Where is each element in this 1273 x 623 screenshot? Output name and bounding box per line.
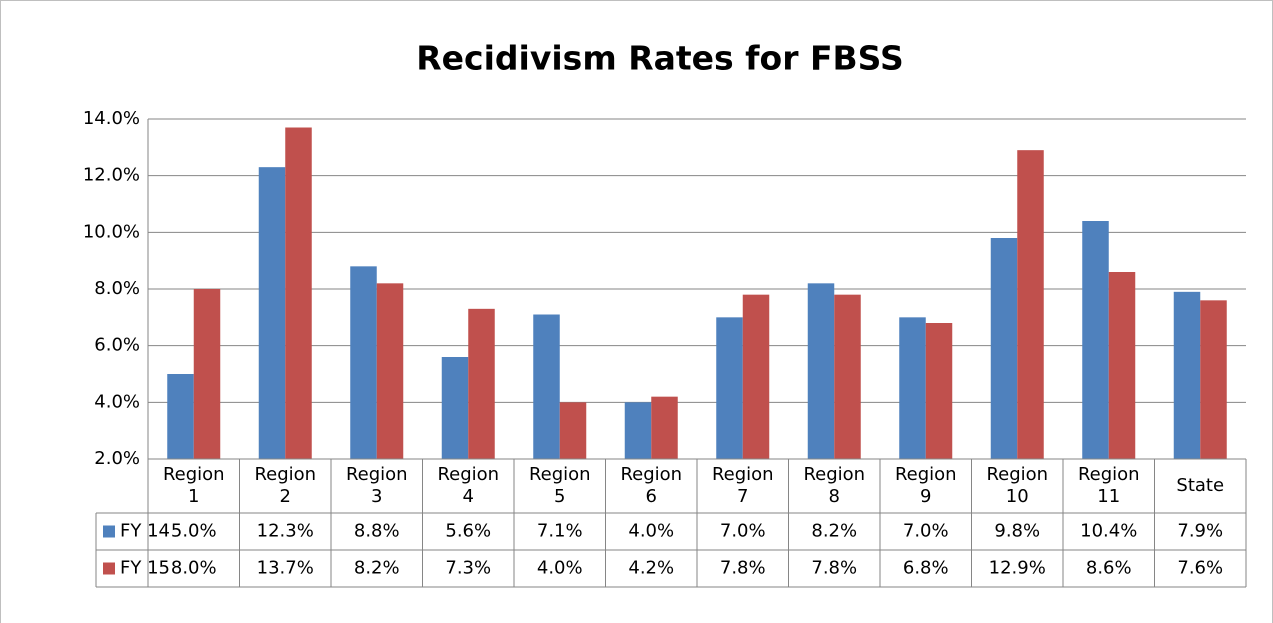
category-text: Region 5 xyxy=(528,464,591,507)
category-label: Region 10 xyxy=(972,459,1064,513)
bar xyxy=(899,317,926,459)
category-text: Region 10 xyxy=(986,464,1049,507)
bar xyxy=(1200,300,1227,459)
category-label: Region 6 xyxy=(606,459,698,513)
bar xyxy=(533,314,560,459)
table-value: 12.3% xyxy=(257,521,314,542)
bar xyxy=(1017,150,1044,459)
bar xyxy=(807,283,835,459)
table-value: 8.2% xyxy=(811,521,857,542)
bar xyxy=(376,283,404,459)
category-label: Region 3 xyxy=(331,459,423,513)
table-value: 7.1% xyxy=(537,521,583,542)
table-value: 4.2% xyxy=(628,558,674,579)
category-text: Region 11 xyxy=(1077,464,1140,507)
bar xyxy=(834,294,861,459)
category-label: Region 9 xyxy=(880,459,972,513)
bar xyxy=(1173,291,1201,459)
table-value: 8.8% xyxy=(354,521,400,542)
legend-key xyxy=(103,525,115,538)
table-value: 5.6% xyxy=(445,521,491,542)
bar xyxy=(285,127,312,459)
category-text: Region 6 xyxy=(620,464,683,507)
bar xyxy=(925,323,953,459)
table-value: 4.0% xyxy=(628,521,674,542)
y-tick-label: 14.0% xyxy=(83,108,140,129)
table-value: 10.4% xyxy=(1080,521,1137,542)
bar xyxy=(559,402,587,459)
table-value: 7.8% xyxy=(811,558,857,579)
category-label: Region 7 xyxy=(697,459,789,513)
table-value: 4.0% xyxy=(537,558,583,579)
bar xyxy=(651,396,678,459)
bar xyxy=(1108,272,1136,459)
table-value: 5.0% xyxy=(171,521,217,542)
table-value: 12.9% xyxy=(989,558,1046,579)
table-value: 7.3% xyxy=(445,558,491,579)
y-tick-label: 2.0% xyxy=(94,448,140,469)
category-text: State xyxy=(1176,475,1225,496)
bar xyxy=(350,266,377,459)
category-text: Region 7 xyxy=(711,464,774,507)
table-value: 9.8% xyxy=(994,521,1040,542)
table-value: 7.0% xyxy=(903,521,949,542)
bar xyxy=(258,167,286,459)
bar xyxy=(624,402,652,459)
table-value: 7.8% xyxy=(720,558,766,579)
table-value: 7.0% xyxy=(720,521,766,542)
table-value: 8.2% xyxy=(354,558,400,579)
bar xyxy=(167,374,194,459)
chart-title: Recidivism Rates for FBSS xyxy=(416,39,903,78)
y-tick-label: 6.0% xyxy=(94,335,140,356)
y-tick-label: 10.0% xyxy=(83,221,140,242)
table-value: 7.9% xyxy=(1177,521,1223,542)
category-label: Region 2 xyxy=(240,459,332,513)
bar xyxy=(716,317,743,459)
category-label: Region 11 xyxy=(1063,459,1155,513)
y-tick-label: 8.0% xyxy=(94,278,140,299)
bar xyxy=(441,357,469,459)
table-value: 8.0% xyxy=(171,558,217,579)
table-value: 7.6% xyxy=(1177,558,1223,579)
bar xyxy=(742,294,770,459)
y-tick-label: 4.0% xyxy=(94,391,140,412)
category-text: Region 4 xyxy=(437,464,500,507)
bar xyxy=(1082,221,1109,459)
table-value: 13.7% xyxy=(257,558,314,579)
category-text: Region 1 xyxy=(162,464,225,507)
category-text: Region 8 xyxy=(803,464,866,507)
table-value: 8.6% xyxy=(1086,558,1132,579)
legend-label: FY 15 xyxy=(120,558,170,579)
bar xyxy=(990,238,1018,459)
bar xyxy=(193,289,221,459)
category-label: Region 5 xyxy=(514,459,606,513)
legend-key xyxy=(103,562,115,575)
category-text: Region 3 xyxy=(345,464,408,507)
table-value: 6.8% xyxy=(903,558,949,579)
category-label: Region 4 xyxy=(423,459,515,513)
bar xyxy=(468,308,495,459)
y-tick-label: 12.0% xyxy=(83,165,140,186)
legend-label: FY 14 xyxy=(120,521,170,542)
category-label: State xyxy=(1155,459,1247,513)
category-label: Region 1 xyxy=(148,459,240,513)
category-text: Region 9 xyxy=(894,464,957,507)
category-label: Region 8 xyxy=(789,459,881,513)
category-text: Region 2 xyxy=(254,464,317,507)
